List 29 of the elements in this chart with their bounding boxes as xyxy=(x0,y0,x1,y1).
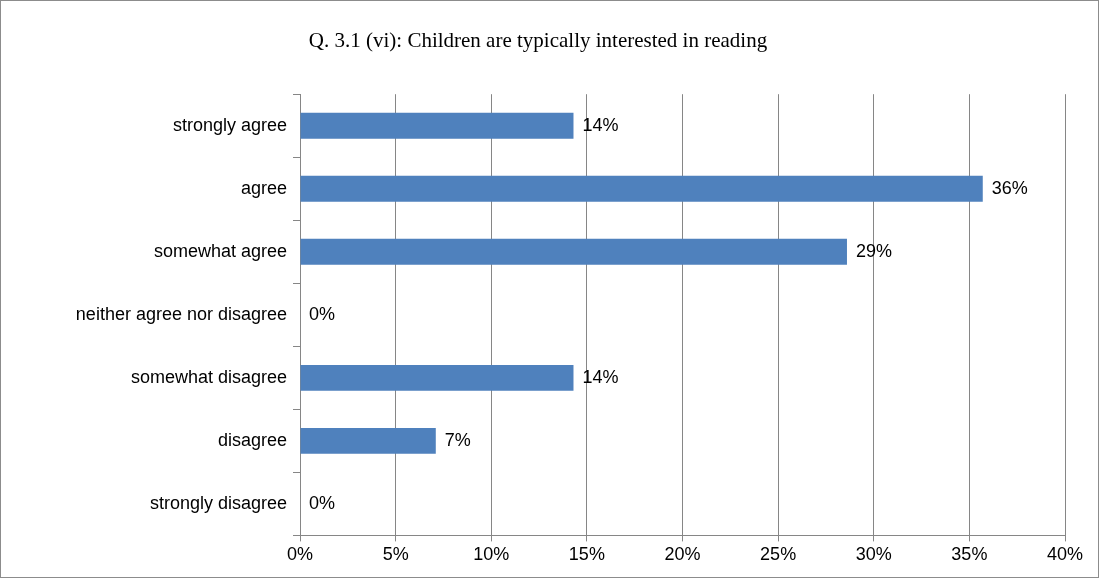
y-tick-label: disagree xyxy=(217,429,287,450)
data-label: 14% xyxy=(582,366,619,387)
bar xyxy=(300,364,574,391)
x-tick-label: 10% xyxy=(473,544,510,565)
y-tick-label: agree xyxy=(240,177,287,198)
data-label: 29% xyxy=(855,240,893,261)
chart-title: Q. 3.1 (vi): Children are typically interested in reading xyxy=(308,28,768,53)
bar xyxy=(300,112,574,139)
bar xyxy=(300,427,436,454)
y-tick-label: strongly disagree xyxy=(149,492,287,513)
x-tick-label: 40% xyxy=(1046,544,1084,565)
data-label: 0% xyxy=(309,303,336,324)
x-tick-label: 25% xyxy=(760,544,797,565)
data-label: 7% xyxy=(444,429,471,450)
y-tick-label: somewhat disagree xyxy=(130,366,287,387)
x-tick-label: 15% xyxy=(568,544,605,565)
x-tick-label: 35% xyxy=(951,544,988,565)
data-label: 14% xyxy=(582,114,619,135)
x-tick-label: 0% xyxy=(286,544,314,565)
data-label: 36% xyxy=(991,177,1028,198)
x-tick-label: 5% xyxy=(382,544,409,565)
bar xyxy=(300,175,983,202)
bar xyxy=(300,238,847,265)
data-label: 0% xyxy=(309,492,336,513)
y-tick-label: strongly agree xyxy=(172,114,287,135)
y-tick-label: somewhat agree xyxy=(153,240,287,261)
x-tick-label: 30% xyxy=(855,544,892,565)
y-tick-label: neither agree nor disagree xyxy=(75,303,287,324)
x-tick-label: 20% xyxy=(664,544,701,565)
